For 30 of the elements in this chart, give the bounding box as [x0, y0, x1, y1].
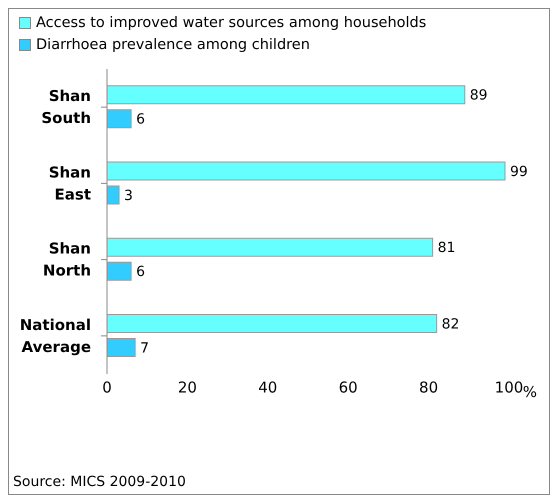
bar [107, 162, 506, 181]
data-label: 6 [136, 264, 146, 280]
data-label: 6 [136, 112, 146, 128]
x-tick-label: 40 [258, 378, 278, 397]
bar [107, 338, 136, 358]
bar [107, 238, 434, 257]
data-label: 7 [140, 340, 150, 356]
x-tick-label: 80 [419, 378, 438, 397]
y-tick-label: Shan North [42, 240, 91, 280]
bar [107, 186, 120, 205]
data-label: 82 [442, 316, 460, 332]
x-tick-label: 0 [102, 378, 112, 397]
y-tick-label: Shan South [41, 87, 91, 128]
bar [107, 314, 438, 334]
y-tick-label: Shan East [48, 163, 91, 204]
data-label: 89 [470, 88, 488, 104]
x-tick-label: 100 [494, 378, 524, 397]
x-axis-title: % [522, 383, 537, 401]
data-label: 99 [510, 164, 528, 180]
bar [107, 85, 466, 104]
x-tick-label: 60 [338, 378, 358, 397]
data-label: 81 [438, 240, 456, 256]
y-tick-label: National Average [20, 316, 91, 356]
legend-label: Access to improved water sources among households [36, 15, 426, 31]
bar [107, 109, 132, 128]
bar [107, 262, 132, 281]
data-label: 3 [124, 188, 133, 204]
x-tick-label: 20 [178, 378, 197, 397]
legend-label: Diarrhoea prevalence among children [36, 37, 310, 53]
source-note: Source: MICS 2009-2010 [13, 474, 186, 490]
